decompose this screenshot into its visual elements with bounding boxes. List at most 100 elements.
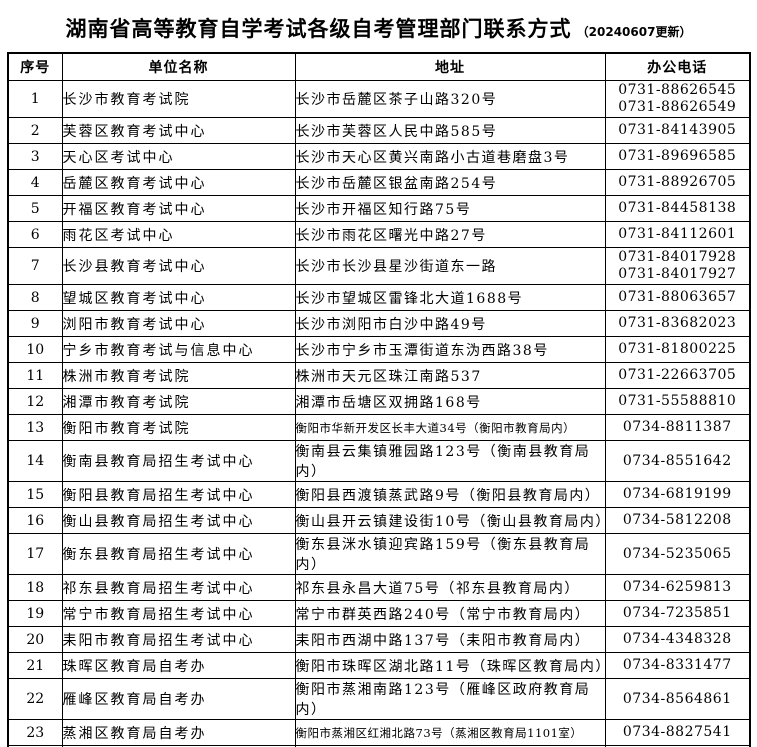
table-row: 11 株洲市教育考试院 株洲市天元区珠江南路537 0731-22663705 (7, 362, 751, 389)
table-row: 19 常宁市教育局招生考试中心 常宁市群英西路240号（常宁市教育局内） 0734-7… (7, 600, 751, 627)
column-header-unit: 单位名称 (61, 52, 296, 81)
unit-name-cell: 衡山县教育局招生考试中心 (61, 507, 296, 534)
unit-name-cell: 长沙县教育考试中心 (61, 247, 296, 285)
phone-cell: 0734-6259813 (604, 574, 751, 601)
address-cell: 长沙市芙蓉区人民中路585号 (294, 117, 606, 144)
table-row: 22 雁峰区教育局自考办 衡阳市蒸湘南路123号（雁峰区政府教育局内） 0734-85… (7, 678, 751, 720)
address-cell: 衡东县洣水镇迎宾路159号（衡东县教育局内） (294, 533, 606, 575)
phone-number: 0734-8551642 (622, 452, 732, 469)
phone-cell: 0734-8827541 (604, 719, 751, 746)
unit-name-cell: 珠晖区教育局自考办 (61, 652, 296, 679)
table-row: 4 岳麓区教育考试中心 长沙市岳麓区银盆南路254号 0731-88926705 (7, 169, 751, 196)
phone-number: 0734-6259813 (622, 579, 732, 595)
table-row: 2 芙蓉区教育考试中心 长沙市芙蓉区人民中路585号 0731-84143905 (7, 117, 751, 144)
table-row: 18 祁东县教育局招生考试中心 祁东县永昌大道75号（祁东县教育局内） 0734-62… (7, 574, 751, 601)
phone-cell: 0731-89696585 (604, 143, 751, 170)
unit-name-cell: 雁峰区教育局自考办 (61, 678, 296, 720)
unit-name-cell: 湘潭市教育考试院 (61, 388, 296, 415)
unit-name-cell: 长沙市教育考试院 (61, 80, 296, 118)
unit-name-cell: 开福区教育考试中心 (61, 195, 296, 222)
phone-cell: 0734-8564861 (604, 678, 751, 720)
column-header-index: 序号 (7, 52, 63, 81)
unit-name-cell: 蒸湘区教育局自考办 (61, 719, 296, 746)
table-row: 5 开福区教育考试中心 长沙市开福区知行路75号 0731-84458138 (7, 195, 751, 222)
table-row: 21 珠晖区教育局自考办 衡阳市珠晖区湖北路11号（珠晖区教育局内） 0734-833… (7, 652, 751, 679)
address-cell: 株洲市天元区珠江南路537 (294, 362, 606, 389)
row-number-cell: 11 (7, 362, 63, 389)
phone-cell: 0731-84017928 0731-84017927 (604, 247, 751, 285)
table-row: 15 衡阳县教育局招生考试中心 衡阳县西渡镇蒸武路9号（衡阳县教育局内） 0734-6… (7, 481, 751, 508)
page-title-text: 湖南省高等教育自学考试各级自考管理部门联系方式 (65, 17, 572, 41)
row-number-cell: 18 (7, 574, 63, 601)
address-cell: 常宁市群英西路240号（常宁市教育局内） (294, 600, 606, 627)
row-number-cell: 20 (7, 626, 63, 653)
phone-cell: 0734-8331477 (604, 652, 751, 679)
unit-name-cell: 衡阳市教育考试院 (61, 414, 296, 441)
phone-number: 0731-88626545 (618, 82, 737, 98)
unit-name-cell: 衡阳县教育局招生考试中心 (61, 481, 296, 508)
table-row: 23 蒸湘区教育局自考办 衡阳市蒸湘区红湘北路73号（蒸湘区教育局1101室） 073… (7, 719, 751, 746)
phone-cell: 0734-5235065 (604, 533, 751, 575)
address-cell: 长沙市开福区知行路75号 (294, 195, 606, 222)
phone-cell: 0731-83682023 (604, 310, 751, 337)
address-cell: 长沙市长沙县星沙街道东一路 (294, 247, 606, 285)
phone-number: 0734-8811387 (622, 419, 732, 435)
phone-number: 0731-55588810 (618, 393, 737, 409)
address-cell: 衡阳县西渡镇蒸武路9号（衡阳县教育局内） (294, 481, 606, 508)
unit-name-cell: 耒阳市教育局招生考试中心 (61, 626, 296, 653)
contacts-table: 序号 单位名称 地址 办公电话 1 长沙市教育考试院 长沙市岳麓区茶子山路320号 0… (7, 52, 751, 747)
column-header-phone: 办公电话 (604, 52, 751, 81)
row-number-cell: 21 (7, 652, 63, 679)
table-row: 9 浏阳市教育考试中心 长沙市浏阳市白沙中路49号 0731-83682023 (7, 310, 751, 337)
unit-name-cell: 衡南县教育局招生考试中心 (61, 440, 296, 482)
phone-number: 0734-8331477 (622, 657, 732, 673)
table-row: 17 衡东县教育局招生考试中心 衡东县洣水镇迎宾路159号（衡东县教育局内） 0734… (7, 533, 751, 575)
unit-name-cell: 祁东县教育局招生考试中心 (61, 574, 296, 601)
phone-number: 0734-8827541 (622, 724, 732, 740)
row-number-cell: 23 (7, 719, 63, 746)
table-row: 16 衡山县教育局招生考试中心 衡山县开云镇建设街10号（衡山县教育局内） 0734-… (7, 507, 751, 534)
row-number-cell: 8 (7, 284, 63, 311)
address-cell: 长沙市岳麓区银盆南路254号 (294, 169, 606, 196)
phone-cell: 0734-8811387 (604, 414, 751, 441)
phone-number: 0731-88926705 (618, 174, 737, 190)
phone-number: 0734-5235065 (622, 545, 732, 562)
phone-number: 0734-4348328 (622, 631, 732, 647)
row-number-cell: 13 (7, 414, 63, 441)
unit-name-cell: 衡东县教育局招生考试中心 (61, 533, 296, 575)
table-row: 14 衡南县教育局招生考试中心 衡南县云集镇雅园路123号（衡南县教育局内） 0734… (7, 440, 751, 482)
row-number-cell: 16 (7, 507, 63, 534)
address-cell: 长沙市天心区黄兴南路小古道巷磨盘3号 (294, 143, 606, 170)
phone-number: 0731-84112601 (618, 226, 737, 242)
address-cell: 衡阳市蒸湘南路123号（雁峰区政府教育局内） (294, 678, 606, 720)
row-number-cell: 2 (7, 117, 63, 144)
phone-number: 0731-84017927 (618, 266, 737, 282)
phone-number: 0731-89696585 (618, 148, 737, 164)
phone-number: 0731-88626549 (618, 99, 737, 115)
phone-number: 0734-6819199 (622, 486, 732, 502)
address-cell: 长沙市望城区雷锋北大道1688号 (294, 284, 606, 311)
phone-number: 0731-22663705 (618, 367, 737, 383)
table-row: 8 望城区教育考试中心 长沙市望城区雷锋北大道1688号 0731-88063657 (7, 284, 751, 311)
address-cell: 衡阳市蒸湘区红湘北路73号（蒸湘区教育局1101室） (294, 719, 606, 746)
row-number-cell: 9 (7, 310, 63, 337)
table-row: 6 雨花区考试中心 长沙市雨花区曙光中路27号 0731-84112601 (7, 221, 751, 248)
phone-cell: 0731-55588810 (604, 388, 751, 415)
row-number-cell: 14 (7, 440, 63, 482)
page-title-update-date: （20240607更新） (576, 25, 692, 39)
row-number-cell: 22 (7, 678, 63, 720)
table-row: 24石鼓区教育局自考办衡阳市石鼓区政府机关院内(石鼓区教育局)0734-8177… (7, 745, 751, 747)
phone-cell: 0731-84458138 (604, 195, 751, 222)
phone-cell: 0734-7235851 (604, 600, 751, 627)
table-header: 序号 单位名称 地址 办公电话 (7, 52, 751, 81)
address-cell: 衡山县开云镇建设街10号（衡山县教育局内） (294, 507, 606, 534)
address-cell: 衡南县云集镇雅园路123号（衡南县教育局内） (294, 440, 606, 482)
unit-name-cell: 岳麓区教育考试中心 (61, 169, 296, 196)
unit-name-cell: 天心区考试中心 (61, 143, 296, 170)
phone-cell: 0731-88926705 (604, 169, 751, 196)
address-cell: 衡阳市华新开发区长丰大道34号（衡阳市教育局内） (294, 414, 606, 441)
row-number-cell: 3 (7, 143, 63, 170)
phone-number: 0731-81800225 (618, 341, 737, 357)
phone-cell: 0734-8551642 (604, 440, 751, 482)
